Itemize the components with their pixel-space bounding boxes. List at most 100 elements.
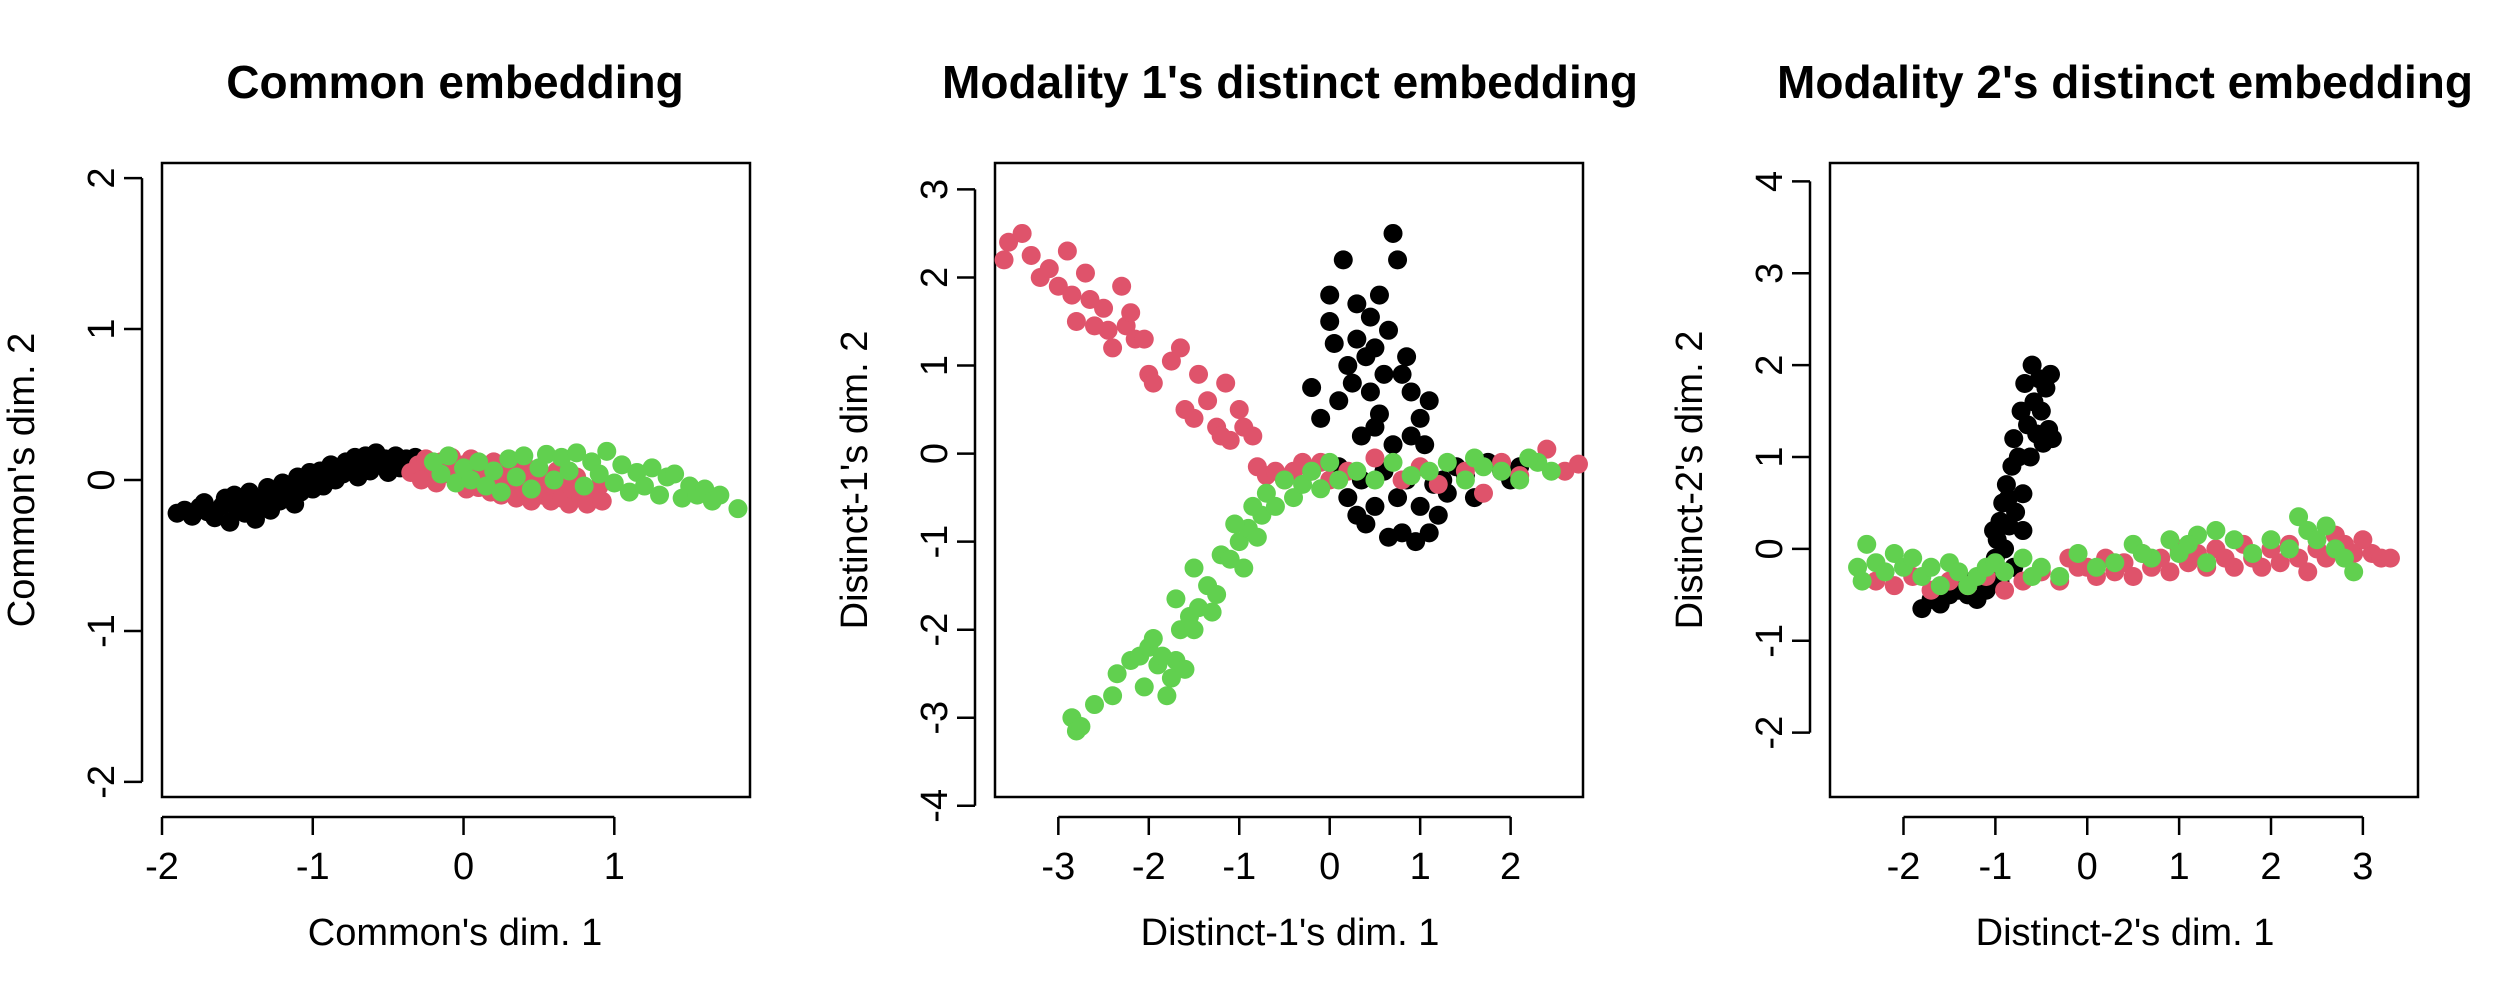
y-tick-label: -2 <box>81 765 123 799</box>
data-point <box>1949 562 1969 582</box>
data-point <box>1392 364 1412 384</box>
x-tick-label: 2 <box>2260 846 2281 888</box>
data-point <box>1098 320 1118 340</box>
data-point <box>634 476 654 496</box>
data-point <box>1365 417 1385 437</box>
y-axis-label: Distinct-1's dim. 2 <box>834 331 876 630</box>
data-point <box>2041 364 2060 384</box>
y-tick-label: 4 <box>1749 171 1791 192</box>
data-point <box>1976 580 1996 600</box>
data-point <box>2279 539 2299 559</box>
data-point <box>1406 532 1426 552</box>
data-point <box>1311 479 1331 499</box>
x-tick-label: -1 <box>296 846 330 888</box>
data-point <box>1311 408 1331 428</box>
data-point <box>1274 470 1294 490</box>
data-point <box>1374 364 1394 384</box>
series-group-1 <box>167 443 428 532</box>
data-point <box>1216 373 1236 393</box>
data-point <box>1347 505 1367 525</box>
data-point <box>2270 553 2290 573</box>
data-point <box>1247 527 1267 547</box>
data-point <box>1857 534 1877 554</box>
data-point <box>2015 374 2035 394</box>
y-axis-label: Common's dim. 2 <box>1 333 43 627</box>
data-point <box>2316 516 2336 536</box>
data-point <box>245 509 265 529</box>
y-tick-label: 3 <box>914 179 956 200</box>
data-point <box>506 467 526 487</box>
y-tick-label: 2 <box>914 267 956 288</box>
data-point <box>2013 521 2033 541</box>
data-point <box>2243 544 2263 564</box>
data-point <box>431 464 451 484</box>
data-point <box>446 473 466 493</box>
data-point <box>1510 470 1530 490</box>
data-point <box>1360 382 1380 402</box>
data-point <box>574 476 594 496</box>
data-point <box>2022 566 2042 586</box>
series-group-3 <box>1062 448 1561 741</box>
data-point <box>2160 562 2180 582</box>
data-point <box>1995 539 2015 559</box>
data-point <box>2105 553 2125 573</box>
x-axis-label: Distinct-1's dim. 1 <box>1141 912 1440 954</box>
data-point <box>1852 571 1872 591</box>
data-point <box>2013 484 2033 504</box>
x-tick-label: -3 <box>1041 846 1075 888</box>
data-point <box>1324 334 1344 354</box>
data-point <box>1419 391 1439 411</box>
data-point <box>2160 530 2180 550</box>
data-point <box>476 476 496 496</box>
data-point <box>1103 338 1123 358</box>
data-point <box>1225 514 1245 534</box>
data-point <box>1338 356 1358 376</box>
data-point <box>1094 298 1114 318</box>
data-point <box>1401 466 1421 486</box>
x-tick-label: 0 <box>1319 846 1340 888</box>
data-point <box>2353 530 2373 550</box>
data-point <box>2261 530 2281 550</box>
y-tick-label: -3 <box>914 701 956 735</box>
data-point <box>438 446 458 466</box>
data-point <box>1234 558 1254 578</box>
data-point <box>521 479 541 499</box>
data-point <box>1397 347 1417 367</box>
data-point <box>1473 483 1493 503</box>
y-tick-label: 0 <box>914 443 956 464</box>
y-tick-label: 2 <box>1749 355 1791 376</box>
data-point <box>1365 496 1385 516</box>
data-point <box>559 461 579 481</box>
data-point <box>2206 521 2226 541</box>
y-tick-label: -1 <box>914 525 956 559</box>
data-point <box>1360 307 1380 327</box>
data-point <box>2335 548 2354 568</box>
data-point <box>1265 496 1285 516</box>
x-tick-label: 1 <box>604 846 625 888</box>
data-point <box>2004 429 2024 449</box>
panel-title: Common embedding <box>226 56 683 108</box>
data-point <box>469 452 489 472</box>
y-tick-label: 1 <box>81 318 123 339</box>
data-point <box>1207 584 1227 604</box>
data-point <box>1419 523 1439 543</box>
data-point <box>1921 557 1941 577</box>
data-point <box>1243 496 1263 516</box>
data-point <box>1455 470 1475 490</box>
data-point <box>1995 580 2015 600</box>
data-point <box>1243 426 1263 446</box>
data-point <box>1383 452 1403 472</box>
data-point <box>1134 677 1154 697</box>
data-point <box>1175 659 1195 679</box>
data-point <box>1365 470 1385 490</box>
y-tick-label: 3 <box>1749 263 1791 284</box>
y-tick-label: -1 <box>81 614 123 648</box>
data-point <box>2050 566 2070 586</box>
data-point <box>2013 548 2033 568</box>
data-point <box>1320 312 1340 331</box>
x-tick-label: -2 <box>1887 846 1921 888</box>
series-group-3 <box>1848 507 2364 596</box>
data-point <box>665 464 685 484</box>
data-point <box>1143 373 1163 393</box>
